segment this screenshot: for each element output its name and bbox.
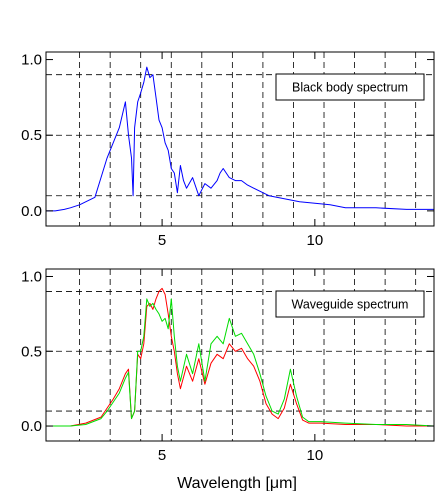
- legend-label: Black body spectrum: [292, 81, 408, 95]
- series-line-2: [46, 298, 435, 427]
- x-tick-label: 5: [158, 447, 166, 464]
- x-axis-label: Wavelength [μm]: [177, 475, 297, 491]
- series-line-1: [46, 66, 434, 212]
- legend-box: [275, 290, 425, 318]
- plot-frame: [45, 51, 435, 227]
- y-tick-label: 0.5: [21, 127, 42, 144]
- y-tick-label: 0.0: [21, 418, 42, 435]
- y-tick-label: 0.0: [21, 203, 42, 220]
- x-tick-label: 10: [307, 232, 324, 249]
- y-tick-label: 0.5: [21, 343, 42, 360]
- x-tick-label: 5: [158, 232, 166, 249]
- waveguide-panel: 5 10 0.0 0.5 1.0 Waveguide spectrum Wavelength…: [21, 268, 435, 491]
- y-tick-label: 1.0: [21, 268, 42, 285]
- plot-frame: [45, 268, 435, 442]
- legend-box: [275, 73, 425, 101]
- y-tick-label: 1.0: [21, 52, 42, 69]
- legend-label: Waveguide spectrum: [292, 298, 409, 312]
- black-body-panel: 5 10 0.0 0.5 1.0 Black body spectrum: [21, 51, 435, 249]
- x-tick-label: 10: [307, 447, 324, 464]
